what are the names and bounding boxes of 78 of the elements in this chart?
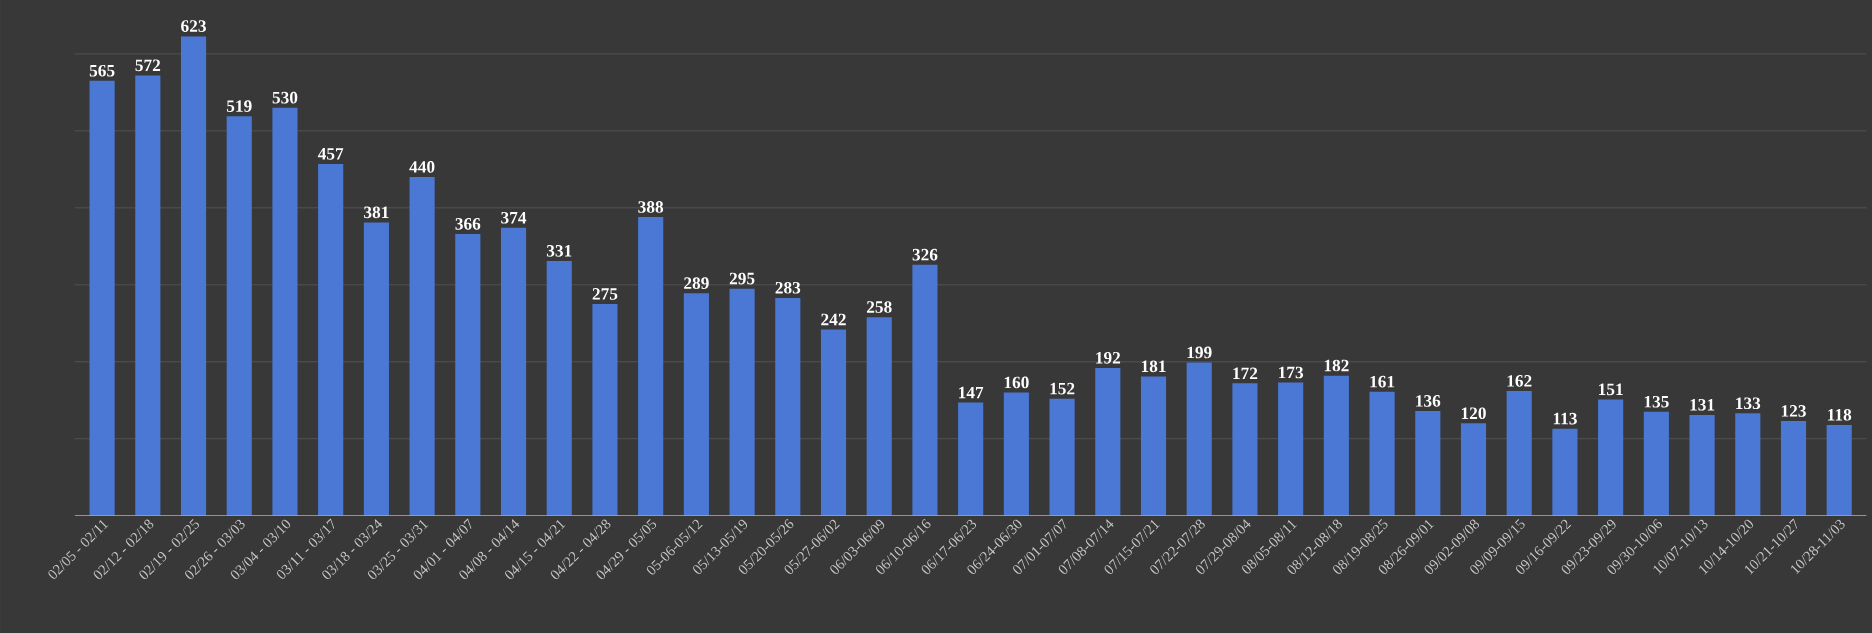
bar <box>1369 391 1395 516</box>
bar <box>1232 383 1258 516</box>
bar <box>958 402 984 516</box>
bar <box>1140 376 1167 516</box>
bar <box>1826 424 1852 516</box>
data-label: 151 <box>1599 383 1623 396</box>
bar <box>226 116 252 516</box>
data-label: 152 <box>1050 382 1075 395</box>
bar <box>272 107 298 516</box>
bar <box>455 233 481 516</box>
data-label: 133 <box>1736 397 1761 410</box>
data-label: 160 <box>1004 376 1029 389</box>
data-label: 181 <box>1141 360 1166 373</box>
bar <box>1506 391 1532 516</box>
data-label: 326 <box>912 248 938 261</box>
bar <box>866 317 892 516</box>
bar <box>592 304 618 516</box>
bar <box>318 163 344 516</box>
data-label: 440 <box>409 161 435 173</box>
data-label: 120 <box>1461 407 1486 420</box>
bar <box>1003 392 1029 516</box>
data-label: 519 <box>226 100 252 112</box>
data-label: 136 <box>1416 395 1441 407</box>
data-label: 242 <box>821 313 846 326</box>
bar <box>638 217 664 516</box>
data-label: 147 <box>959 386 984 399</box>
bar <box>912 264 938 516</box>
bar <box>1186 362 1212 516</box>
data-label: 381 <box>364 206 389 219</box>
bar <box>1415 411 1441 516</box>
data-label: 258 <box>866 301 892 313</box>
data-label: 366 <box>455 218 481 230</box>
data-label: 289 <box>684 277 709 289</box>
data-label: 623 <box>181 20 206 32</box>
data-label: 192 <box>1096 352 1121 364</box>
bar <box>89 80 115 516</box>
data-label: 374 <box>501 211 527 224</box>
bar <box>1049 398 1075 516</box>
bar <box>546 260 572 516</box>
data-label: 295 <box>729 272 755 285</box>
data-label: 275 <box>592 288 618 300</box>
bar <box>683 293 709 516</box>
data-label: 135 <box>1644 395 1669 408</box>
data-label: 113 <box>1553 412 1577 425</box>
data-label: 283 <box>775 281 801 294</box>
bar <box>1460 423 1487 516</box>
bar <box>1278 382 1304 516</box>
bar <box>135 75 161 516</box>
bar <box>500 227 527 516</box>
data-label: 388 <box>638 201 664 213</box>
data-label: 123 <box>1781 405 1806 417</box>
bar <box>363 222 389 516</box>
bar <box>1323 375 1349 516</box>
data-label: 565 <box>89 64 115 77</box>
bar <box>1095 367 1121 516</box>
bar <box>729 288 755 516</box>
data-label: 161 <box>1370 375 1395 388</box>
data-label: 331 <box>546 245 572 257</box>
data-label: 199 <box>1187 346 1212 359</box>
bar <box>820 329 847 516</box>
bar <box>1643 411 1669 516</box>
data-label: 131 <box>1690 398 1715 411</box>
data-label: 172 <box>1233 367 1258 380</box>
bar <box>180 36 207 516</box>
data-label: 457 <box>317 148 344 160</box>
data-label: 173 <box>1279 366 1304 379</box>
bar <box>1735 413 1761 516</box>
bar <box>1689 414 1715 516</box>
bar <box>1780 421 1807 516</box>
data-label: 118 <box>1828 408 1852 421</box>
bar <box>409 177 435 516</box>
data-label: 530 <box>272 91 298 104</box>
bar <box>1552 428 1578 516</box>
bar <box>1598 399 1624 516</box>
data-label: 182 <box>1324 359 1349 372</box>
bar <box>775 297 801 516</box>
data-label: 572 <box>135 59 161 72</box>
data-label: 162 <box>1507 375 1532 387</box>
